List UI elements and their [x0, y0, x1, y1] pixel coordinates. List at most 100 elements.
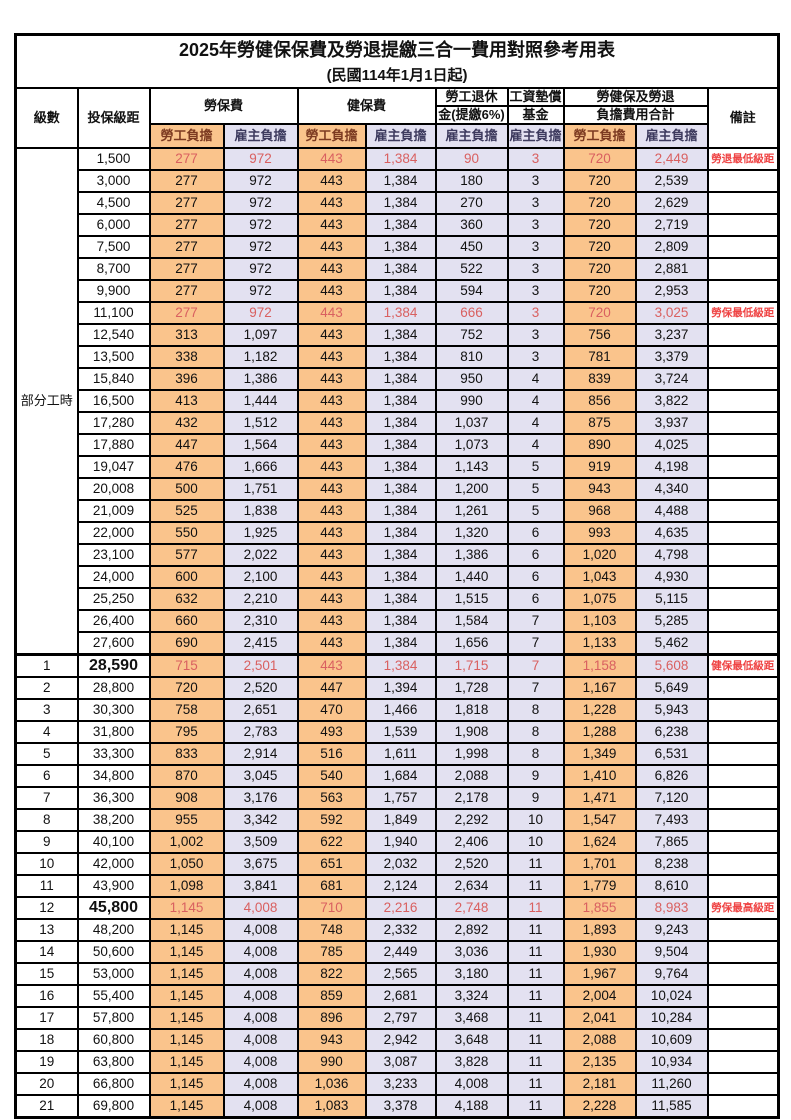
cell-value: 720: [562, 147, 637, 171]
cell-value: 720: [562, 169, 637, 193]
cell-value: 443: [296, 455, 367, 479]
cell-value: 781: [562, 345, 637, 369]
cell-value: 943: [562, 477, 637, 501]
cell-value: 338: [148, 345, 225, 369]
cell-note: [706, 808, 780, 832]
header-labor-insurance: 勞保費: [148, 87, 299, 125]
cell-value: 2,719: [634, 213, 709, 237]
cell-note: [706, 918, 780, 942]
cell-value: 4,340: [634, 477, 709, 501]
cell-note: [706, 279, 780, 303]
cell-bracket: 15,840: [76, 367, 151, 391]
cell-value: 2,520: [434, 852, 509, 876]
cell-bracket: 23,100: [76, 543, 151, 567]
cell-value: 413: [148, 389, 225, 413]
cell-note: [706, 631, 780, 656]
cell-bracket: 60,800: [76, 1028, 151, 1052]
table-row: 部分工時 1,500 277 972 443 1,384 90 3 720 2,449 勞退最低級距: [14, 147, 780, 656]
cell-value: 4,635: [634, 521, 709, 545]
cell-bracket: 3,000: [76, 169, 151, 193]
subheader-pension-employer: 雇主負擔: [434, 123, 509, 149]
cell-bracket: 4,500: [76, 191, 151, 215]
cell-value: 6: [506, 521, 565, 545]
cell-value: 758: [148, 698, 225, 722]
cell-value: 5,608: [634, 653, 709, 678]
cell-value: 3: [506, 301, 565, 325]
cell-value: 1,849: [364, 808, 437, 832]
cell-value: 1,925: [222, 521, 299, 545]
cell-bracket: 55,400: [76, 984, 151, 1008]
cell-value: 5,943: [634, 698, 709, 722]
premium-table: 2025年勞健保保費及勞退提繳三合一費用對照參考用表 (民國114年1月1日起)…: [14, 33, 781, 1119]
cell-value: 1,384: [364, 389, 437, 413]
cell-value: 11: [506, 918, 565, 942]
cell-value: 11: [506, 1006, 565, 1030]
cell-value: 10,024: [634, 984, 709, 1008]
cell-note: [706, 676, 780, 700]
cell-note: [706, 433, 780, 457]
cell-value: 2,501: [222, 653, 299, 678]
cell-value: 2,629: [634, 191, 709, 215]
cell-value: 748: [296, 918, 367, 942]
cell-value: 2,088: [562, 1028, 637, 1052]
cell-value: 1,145: [148, 896, 225, 920]
cell-value: 11: [506, 874, 565, 898]
cell-value: 1,098: [148, 874, 225, 898]
cell-value: 9: [506, 786, 565, 810]
cell-value: 1,384: [364, 191, 437, 215]
cell-level: 11: [14, 874, 79, 898]
cell-value: 443: [296, 587, 367, 611]
cell-value: 4: [506, 433, 565, 457]
cell-value: 1,145: [148, 940, 225, 964]
cell-value: 1,751: [222, 477, 299, 501]
cell-note: [706, 191, 780, 215]
cell-value: 1,384: [364, 565, 437, 589]
cell-value: 4: [506, 389, 565, 413]
cell-value: 1,384: [364, 587, 437, 611]
cell-value: 1,444: [222, 389, 299, 413]
cell-value: 1,471: [562, 786, 637, 810]
cell-level: 4: [14, 720, 79, 744]
cell-value: 1,384: [364, 257, 437, 281]
cell-value: 1,394: [364, 676, 437, 700]
cell-value: 443: [296, 631, 367, 656]
cell-value: 859: [296, 984, 367, 1008]
cell-value: 1,384: [364, 367, 437, 391]
cell-value: 432: [148, 411, 225, 435]
cell-value: 1,715: [434, 653, 509, 678]
cell-value: 3,822: [634, 389, 709, 413]
cell-value: 1,384: [364, 499, 437, 523]
cell-value: 4,008: [222, 962, 299, 986]
table-row: 25,250 632 2,210 443 1,384 1,515 6 1,075 5,115: [16, 587, 780, 611]
cell-value: 1,145: [148, 1072, 225, 1096]
cell-value: 4,008: [222, 918, 299, 942]
cell-value: 8: [506, 720, 565, 744]
cell-level: 21: [14, 1094, 79, 1119]
header-total-line1: 勞健保及勞退: [562, 87, 709, 107]
cell-value: 516: [296, 742, 367, 766]
cell-value: 839: [562, 367, 637, 391]
cell-note: 勞退最低級距: [706, 147, 780, 171]
cell-value: 990: [434, 389, 509, 413]
cell-value: 1,020: [562, 543, 637, 567]
cell-value: 592: [296, 808, 367, 832]
cell-value: 1,075: [562, 587, 637, 611]
cell-bracket: 36,300: [76, 786, 151, 810]
table-row: 22,000 550 1,925 443 1,384 1,320 6 993 4,635: [16, 521, 780, 545]
cell-value: 2,135: [562, 1050, 637, 1074]
cell-value: 2,783: [222, 720, 299, 744]
cell-note: [706, 411, 780, 435]
cell-value: 4,008: [222, 1028, 299, 1052]
cell-value: 10,284: [634, 1006, 709, 1030]
cell-value: 1,145: [148, 962, 225, 986]
table-row: 6 34,800 870 3,045 540 1,684 2,088 9 1,410 6,826: [14, 764, 780, 788]
cell-value: 972: [222, 301, 299, 325]
cell-value: 1,145: [148, 984, 225, 1008]
cell-value: 2,539: [634, 169, 709, 193]
cell-value: 1,684: [364, 764, 437, 788]
cell-note: 勞保最低級距: [706, 301, 780, 325]
cell-value: 1,103: [562, 609, 637, 633]
cell-value: 651: [296, 852, 367, 876]
cell-level: 5: [14, 742, 79, 766]
cell-value: 990: [296, 1050, 367, 1074]
